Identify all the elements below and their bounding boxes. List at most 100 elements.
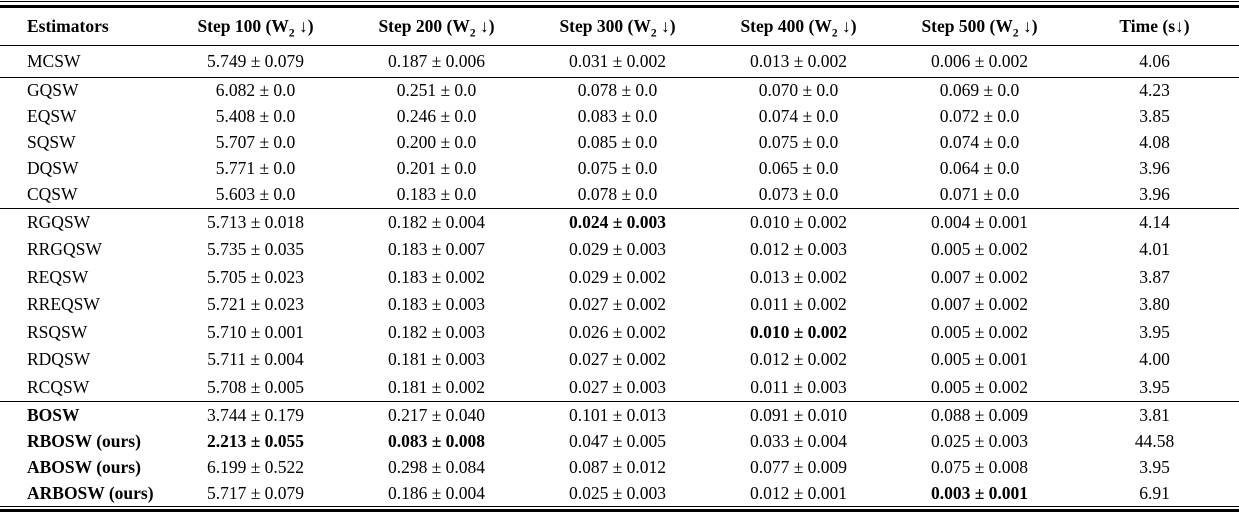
w2-value-step-100: 5.771 ± 0.0	[215, 158, 296, 178]
w2-subscript: 2	[1012, 27, 1019, 39]
estimator-group-0: MCSW 5.749 ± 0.079 0.187 ± 0.006 0.031 ± 0.…	[0, 45, 1239, 77]
table-row-arbosw-ours: ARBOSW (ours) 5.717 ± 0.079 0.186 ± 0.004 0…	[0, 480, 1239, 506]
header-label-part: Step 500 (W	[921, 15, 1013, 36]
header-label-part: Step 200 (W	[378, 15, 470, 36]
col-header-step-400: Step 400 (W2 ↓)	[708, 8, 889, 46]
w2-subscript: 2	[650, 27, 657, 39]
header-label-part: ↓)	[294, 15, 314, 36]
time-value: 44.58	[1134, 430, 1175, 451]
w2-value-step-100: 5.711 ± 0.004	[207, 349, 304, 370]
w2-value-step-200: 0.186 ± 0.004	[387, 482, 486, 503]
table-row-rcqsw: RCQSW 5.708 ± 0.005 0.181 ± 0.002 0.027 ± 0…	[0, 374, 1239, 402]
table-row-bosw: BOSW 3.744 ± 0.179 0.217 ± 0.040 0.101 ± 0.…	[0, 402, 1239, 429]
w2-value-step-300: 0.029 ± 0.002	[568, 266, 667, 287]
w2-value-step-200: 0.182 ± 0.003	[387, 321, 486, 342]
time-value: 6.91	[1139, 482, 1170, 503]
w2-value-step-100: 5.705 ± 0.023	[206, 266, 305, 287]
estimator-name: DQSW	[27, 158, 79, 178]
header-label-part: ↓)	[656, 15, 676, 36]
time-value: 4.23	[1139, 80, 1170, 100]
time-value: 3.95	[1139, 456, 1170, 477]
w2-value-step-200: 0.187 ± 0.006	[387, 50, 486, 71]
table-row-rbosw-ours: RBOSW (ours) 2.213 ± 0.055 0.083 ± 0.008 0.…	[0, 428, 1239, 454]
table-row-gqsw: GQSW 6.082 ± 0.0 0.251 ± 0.0 0.078 ± 0.0 0.0…	[0, 77, 1239, 104]
w2-value-step-400: 0.073 ± 0.0	[758, 184, 839, 204]
w2-value-step-200: 0.217 ± 0.040	[387, 404, 486, 425]
bottom-rule-thin-line	[0, 506, 1239, 507]
w2-value-step-100: 5.708 ± 0.005	[206, 376, 305, 397]
bottom-rule-thick-line	[0, 509, 1239, 512]
col-header-step-200: Step 200 (W2 ↓)	[346, 8, 527, 46]
estimator-name: SQSW	[27, 132, 76, 152]
table-header: Estimators Step 100 (W2 ↓) Step 200 (W2 …	[0, 8, 1239, 46]
table-row-cqsw: CQSW 5.603 ± 0.0 0.183 ± 0.0 0.078 ± 0.0 0.0…	[0, 182, 1239, 209]
w2-value-step-200: 0.182 ± 0.004	[387, 211, 486, 232]
w2-value-step-300: 0.026 ± 0.002	[568, 321, 667, 342]
w2-value-step-500: 0.007 ± 0.002	[930, 266, 1029, 287]
estimator-name: RDQSW	[27, 349, 91, 370]
estimator-name: RRGQSW	[27, 239, 102, 260]
w2-value-step-100: 5.717 ± 0.079	[206, 482, 305, 503]
estimator-name: MCSW	[27, 50, 81, 71]
w2-value-step-500: 0.075 ± 0.008	[930, 456, 1029, 477]
estimator-name: RCQSW	[27, 376, 90, 397]
table-row-rgqsw: RGQSW 5.713 ± 0.018 0.182 ± 0.004 0.024 ± 0…	[0, 208, 1239, 236]
time-value: 4.08	[1139, 132, 1170, 152]
w2-value-step-200: 0.181 ± 0.003	[387, 349, 486, 370]
w2-subscript: 2	[288, 27, 295, 39]
estimator-name: ARBOSW (ours)	[27, 482, 154, 503]
estimator-name: CQSW	[27, 184, 78, 204]
estimator-name: RREQSW	[27, 294, 100, 315]
col-header-step-100: Step 100 (W2 ↓)	[165, 8, 346, 46]
table-row-rdqsw: RDQSW 5.711 ± 0.004 0.181 ± 0.003 0.027 ± 0…	[0, 346, 1239, 374]
w2-value-step-500: 0.074 ± 0.0	[939, 132, 1020, 152]
time-value: 3.85	[1139, 106, 1170, 126]
time-value: 3.80	[1139, 294, 1170, 315]
table-top-rule	[0, 1, 1239, 8]
w2-value-step-300: 0.085 ± 0.0	[577, 132, 658, 152]
w2-value-step-500: 0.025 ± 0.003	[930, 430, 1029, 451]
estimator-name: GQSW	[27, 80, 79, 100]
w2-value-step-300: 0.027 ± 0.002	[568, 349, 667, 370]
w2-value-step-200: 0.083 ± 0.008	[387, 430, 486, 451]
col-header-time: Time (s↓)	[1119, 15, 1190, 36]
w2-value-step-500: 0.071 ± 0.0	[939, 184, 1020, 204]
w2-value-step-400: 0.077 ± 0.009	[749, 456, 848, 477]
w2-value-step-500: 0.072 ± 0.0	[939, 106, 1020, 126]
w2-value-step-300: 0.087 ± 0.012	[568, 456, 667, 477]
col-header-step-500: Step 500 (W2 ↓)	[889, 8, 1070, 46]
w2-value-step-200: 0.183 ± 0.002	[387, 266, 486, 287]
table-row-eqsw: EQSW 5.408 ± 0.0 0.246 ± 0.0 0.083 ± 0.0 0.0…	[0, 104, 1239, 130]
w2-value-step-200: 0.183 ± 0.003	[387, 294, 486, 315]
estimator-name: RBOSW (ours)	[27, 430, 141, 451]
w2-value-step-400: 0.033 ± 0.004	[749, 430, 848, 451]
w2-value-step-300: 0.027 ± 0.003	[568, 376, 667, 397]
w2-value-step-200: 0.251 ± 0.0	[396, 80, 477, 100]
top-rule-thick-line	[0, 5, 1239, 8]
w2-value-step-300: 0.101 ± 0.013	[568, 404, 667, 425]
w2-value-step-500: 0.003 ± 0.001	[930, 482, 1029, 503]
estimator-name: ABOSW (ours)	[27, 456, 141, 477]
w2-value-step-200: 0.183 ± 0.0	[396, 184, 477, 204]
w2-value-step-400: 0.010 ± 0.002	[749, 321, 848, 342]
w2-value-step-500: 0.005 ± 0.001	[930, 349, 1029, 370]
w2-value-step-200: 0.181 ± 0.002	[387, 376, 486, 397]
w2-value-step-400: 0.075 ± 0.0	[758, 132, 839, 152]
estimator-group-3: BOSW 3.744 ± 0.179 0.217 ± 0.040 0.101 ± 0.…	[0, 401, 1239, 507]
w2-value-step-100: 5.713 ± 0.018	[206, 211, 305, 232]
w2-value-step-400: 0.074 ± 0.0	[758, 106, 839, 126]
w2-value-step-300: 0.029 ± 0.003	[568, 239, 667, 260]
time-value: 3.96	[1139, 184, 1170, 204]
w2-value-step-300: 0.075 ± 0.0	[577, 158, 658, 178]
estimator-group-1: GQSW 6.082 ± 0.0 0.251 ± 0.0 0.078 ± 0.0 0.0…	[0, 77, 1239, 208]
header-label-part: Step 300 (W	[559, 15, 651, 36]
table-row-mcsw: MCSW 5.749 ± 0.079 0.187 ± 0.006 0.031 ± 0.…	[0, 45, 1239, 77]
table-row-rrgqsw: RRGQSW 5.735 ± 0.035 0.183 ± 0.007 0.029 ± …	[0, 236, 1239, 264]
col-header-estimators: Estimators	[27, 15, 109, 36]
w2-value-step-500: 0.064 ± 0.0	[939, 158, 1020, 178]
estimator-group-2: RGQSW 5.713 ± 0.018 0.182 ± 0.004 0.024 ± 0…	[0, 208, 1239, 402]
w2-value-step-100: 5.707 ± 0.0	[215, 132, 296, 152]
results-table: Estimators Step 100 (W2 ↓) Step 200 (W2 …	[0, 8, 1239, 507]
w2-value-step-400: 0.012 ± 0.002	[749, 349, 848, 370]
time-value: 4.00	[1139, 349, 1170, 370]
